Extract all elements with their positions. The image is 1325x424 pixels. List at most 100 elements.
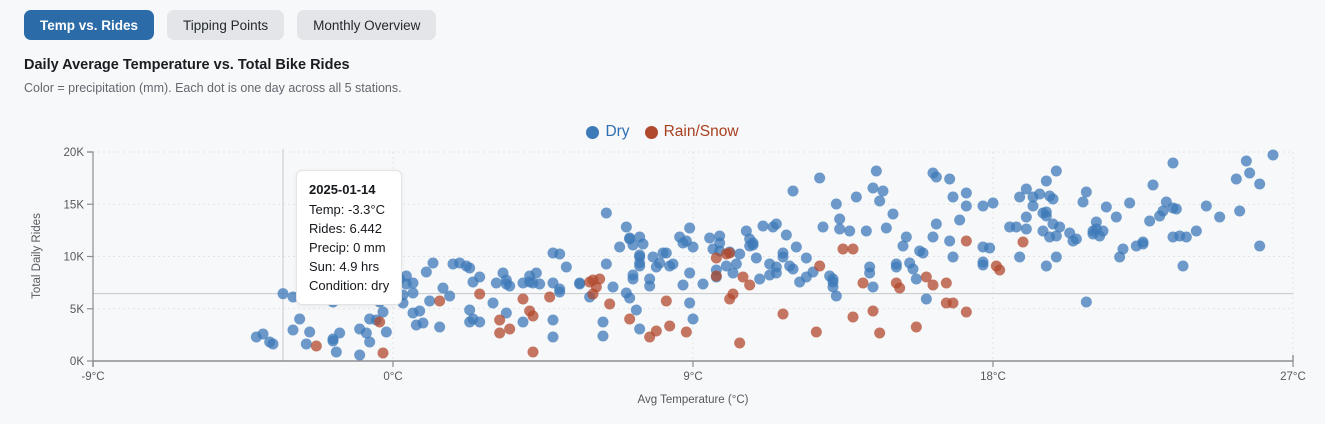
scatter-point[interactable]	[304, 326, 316, 338]
scatter-point[interactable]	[1020, 223, 1032, 235]
tab-temp-vs-rides[interactable]: Temp vs. Rides	[24, 10, 155, 40]
scatter-point[interactable]	[600, 258, 612, 270]
scatter-point[interactable]	[554, 248, 566, 260]
scatter-point[interactable]	[954, 214, 966, 226]
scatter-point[interactable]	[1100, 201, 1112, 213]
scatter-point[interactable]	[817, 221, 829, 233]
scatter-point[interactable]	[800, 252, 812, 264]
scatter-point[interactable]	[547, 314, 559, 326]
scatter-point[interactable]	[364, 336, 376, 348]
scatter-point[interactable]	[1077, 196, 1089, 208]
scatter-point[interactable]	[474, 316, 486, 328]
scatter-point[interactable]	[867, 182, 879, 194]
scatter-point[interactable]	[490, 277, 502, 289]
scatter-point[interactable]	[620, 287, 632, 299]
scatter-point[interactable]	[900, 231, 912, 243]
scatter-point[interactable]	[930, 218, 942, 230]
scatter-point[interactable]	[917, 247, 929, 259]
scatter-point[interactable]	[894, 282, 906, 294]
scatter-point[interactable]	[790, 241, 802, 253]
scatter-point[interactable]	[407, 277, 419, 289]
scatter-point[interactable]	[920, 293, 932, 305]
scatter-point[interactable]	[644, 280, 656, 292]
scatter-point[interactable]	[1254, 240, 1266, 252]
scatter-point[interactable]	[877, 185, 889, 197]
scatter-point[interactable]	[1180, 231, 1192, 243]
scatter-point[interactable]	[630, 304, 642, 316]
scatter-point[interactable]	[1190, 225, 1202, 237]
scatter-point[interactable]	[1047, 193, 1059, 205]
scatter-point[interactable]	[1034, 188, 1046, 200]
scatter-point[interactable]	[787, 185, 799, 197]
scatter-point[interactable]	[380, 326, 392, 338]
scatter-point[interactable]	[710, 270, 722, 282]
scatter-point[interactable]	[960, 200, 972, 212]
scatter-point[interactable]	[474, 271, 486, 283]
scatter-point[interactable]	[607, 281, 619, 293]
scatter-point[interactable]	[847, 243, 859, 255]
scatter-point[interactable]	[777, 308, 789, 320]
scatter-point[interactable]	[634, 260, 646, 272]
scatter-point[interactable]	[650, 325, 662, 337]
scatter-point[interactable]	[1124, 197, 1136, 209]
scatter-point[interactable]	[907, 263, 919, 275]
scatter-point[interactable]	[1200, 200, 1212, 212]
tab-tipping-points[interactable]: Tipping Points	[167, 10, 285, 40]
scatter-point[interactable]	[1027, 200, 1039, 212]
scatter-point[interactable]	[667, 258, 679, 270]
scatter-point[interactable]	[977, 256, 989, 268]
scatter-point[interactable]	[437, 282, 449, 294]
scatter-point[interactable]	[334, 327, 346, 339]
scatter-point[interactable]	[620, 221, 632, 233]
scatter-point[interactable]	[637, 238, 649, 250]
scatter-point[interactable]	[827, 276, 839, 288]
scatter-point[interactable]	[987, 197, 999, 209]
scatter-point[interactable]	[464, 262, 476, 274]
scatter-point[interactable]	[960, 306, 972, 318]
scatter-point[interactable]	[1234, 205, 1246, 217]
scatter-point[interactable]	[677, 237, 689, 249]
scatter-point[interactable]	[1054, 221, 1066, 233]
scatter-point[interactable]	[560, 261, 572, 273]
scatter-point[interactable]	[1157, 205, 1169, 217]
scatter-point[interactable]	[627, 273, 639, 285]
scatter-point[interactable]	[880, 222, 892, 234]
scatter-point[interactable]	[994, 264, 1006, 276]
scatter-point[interactable]	[940, 277, 952, 289]
scatter-point[interactable]	[330, 346, 342, 358]
scatter-point[interactable]	[814, 260, 826, 272]
scatter-point[interactable]	[684, 297, 696, 309]
scatter-point[interactable]	[837, 243, 849, 255]
scatter-point[interactable]	[754, 273, 766, 285]
scatter-point[interactable]	[1254, 178, 1266, 190]
scatter-point[interactable]	[960, 187, 972, 199]
scatter-point[interactable]	[464, 304, 476, 316]
scatter-point[interactable]	[420, 266, 432, 278]
scatter-point[interactable]	[494, 314, 506, 326]
scatter-point[interactable]	[777, 251, 789, 263]
scatter-point[interactable]	[1117, 243, 1129, 255]
scatter-point[interactable]	[1244, 167, 1256, 179]
scatter-point[interactable]	[1137, 238, 1149, 250]
scatter-point[interactable]	[407, 287, 419, 299]
scatter-point[interactable]	[527, 346, 539, 358]
scatter-point[interactable]	[847, 311, 859, 323]
scatter-point[interactable]	[850, 191, 862, 203]
legend-item-rain-snow[interactable]: Rain/Snow	[644, 123, 739, 141]
scatter-point[interactable]	[860, 225, 872, 237]
scatter-point[interactable]	[1080, 296, 1092, 308]
scatter-point[interactable]	[434, 295, 446, 307]
scatter-point[interactable]	[857, 277, 869, 289]
scatter-point[interactable]	[927, 279, 939, 291]
scatter-point[interactable]	[730, 258, 742, 270]
scatter-point[interactable]	[960, 235, 972, 247]
scatter-point[interactable]	[354, 349, 366, 361]
scatter-point[interactable]	[1097, 225, 1109, 237]
scatter-point[interactable]	[684, 267, 696, 279]
scatter-point[interactable]	[287, 291, 299, 303]
scatter-point[interactable]	[744, 279, 756, 291]
scatter-point[interactable]	[374, 316, 386, 328]
scatter-point[interactable]	[1110, 211, 1122, 223]
scatter-point[interactable]	[947, 297, 959, 309]
scatter-point[interactable]	[984, 242, 996, 254]
